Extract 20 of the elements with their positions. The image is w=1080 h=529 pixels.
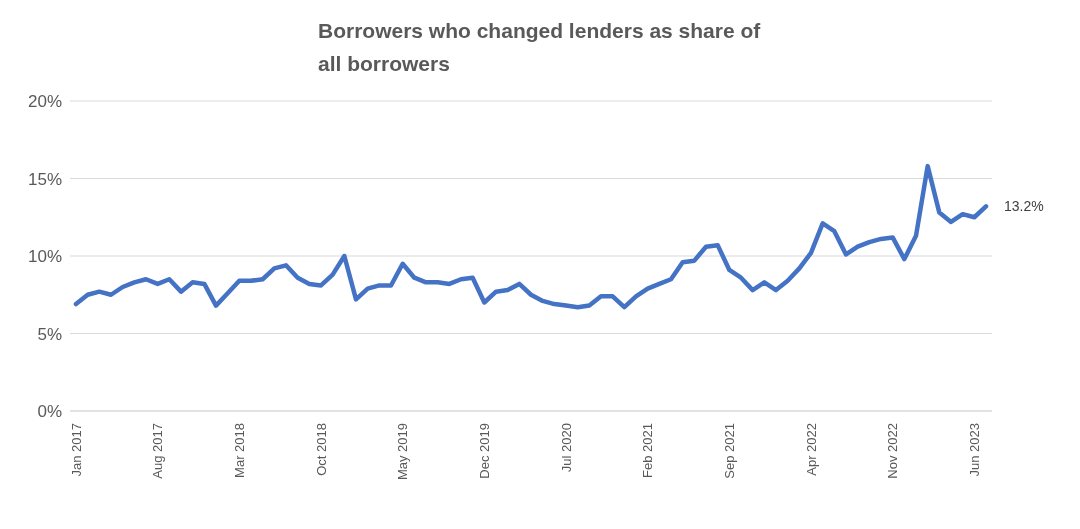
x-tick-label: Apr 2022 [803,423,819,476]
x-tick-label: Jun 2023 [966,423,982,477]
x-tick-label: Feb 2021 [640,423,656,478]
data-label: 13.2% [1004,198,1044,215]
x-tick-label: Sep 2021 [721,423,737,479]
y-tick-label: 10% [27,247,62,267]
x-tick-label: Jan 2017 [68,423,84,477]
x-tick-label: Oct 2018 [313,423,329,476]
x-tick-label: May 2019 [395,423,411,481]
x-tick-label: Aug 2017 [150,423,166,479]
y-tick-label: 15% [27,169,62,189]
line-series [73,163,989,310]
x-tick-label: Mar 2018 [231,423,247,478]
x-tick-label: Jul 2020 [558,423,574,473]
y-tick-label: 20% [27,92,62,112]
y-tick-label: 5% [37,324,62,344]
y-tick-label: 0% [37,402,62,422]
chart-title: Borrowers who changed lenders as share of all borrowers [318,18,762,77]
x-tick-label: Nov 2022 [885,423,901,479]
x-tick-label: Dec 2019 [476,423,492,479]
